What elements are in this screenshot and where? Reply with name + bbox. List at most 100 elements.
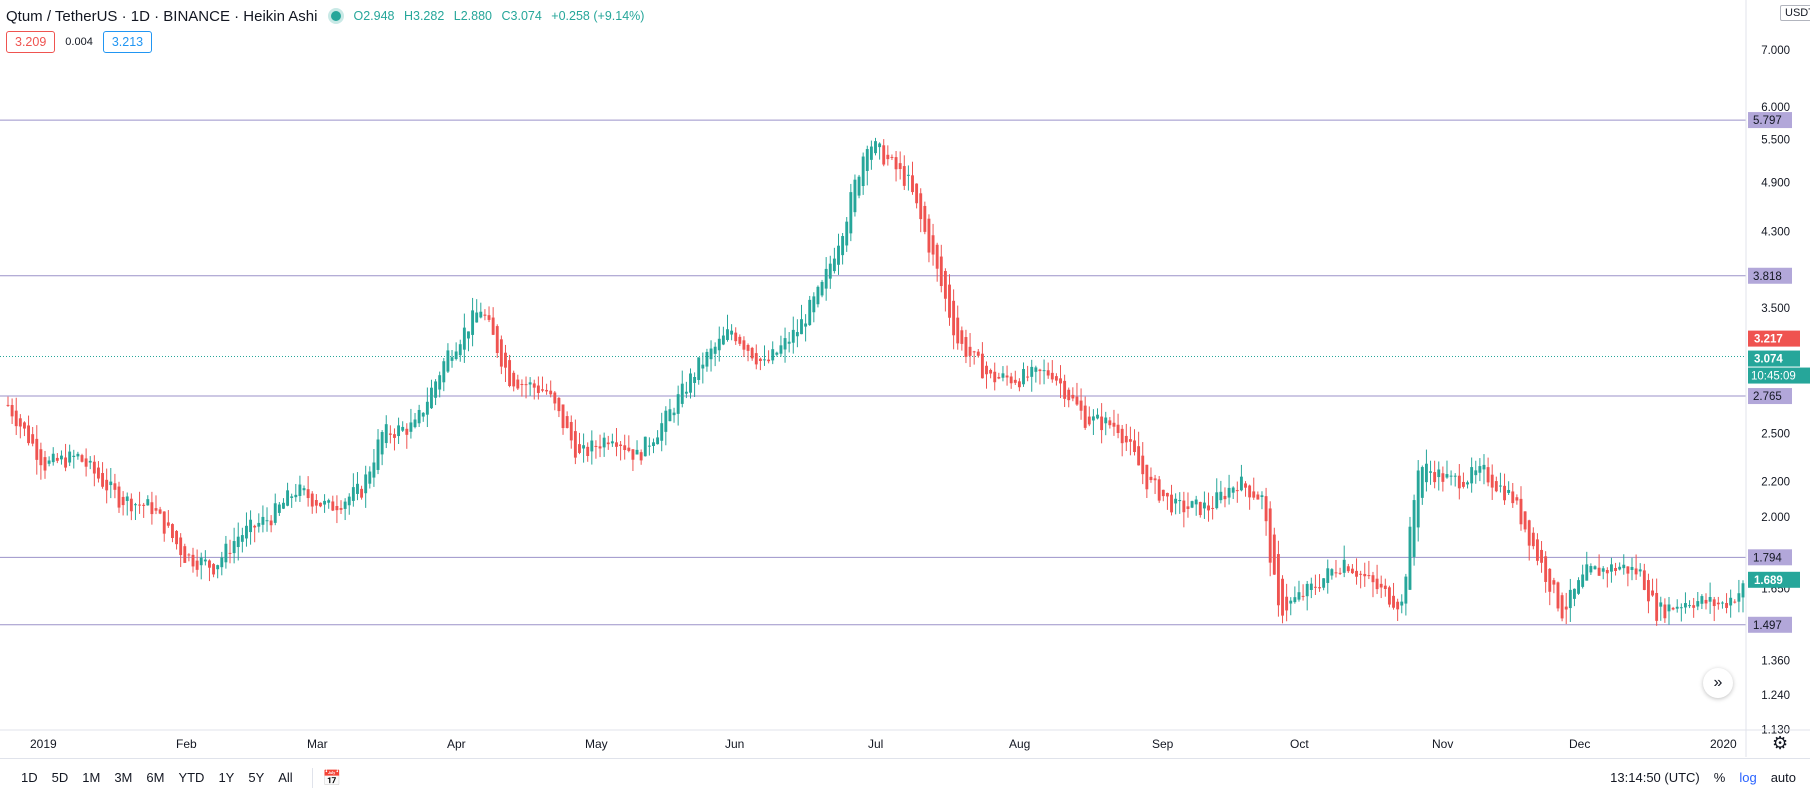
candle-body bbox=[1346, 566, 1350, 572]
candle-body bbox=[660, 423, 664, 441]
candle-body bbox=[849, 192, 853, 234]
range-button-6m[interactable]: 6M bbox=[146, 770, 165, 785]
level-label: 2.765 bbox=[1753, 391, 1782, 403]
candle-body bbox=[245, 525, 248, 539]
candle-body bbox=[380, 432, 384, 455]
candle-body bbox=[1527, 520, 1531, 546]
candle-body bbox=[931, 235, 935, 255]
candle-body bbox=[639, 452, 643, 461]
candle-body bbox=[775, 352, 779, 355]
candle-body bbox=[1355, 570, 1358, 577]
candle-body bbox=[298, 484, 302, 497]
candle-body bbox=[14, 410, 18, 427]
candle-body bbox=[1498, 485, 1502, 487]
x-tick-label: Feb bbox=[176, 737, 197, 751]
range-button-all[interactable]: All bbox=[278, 770, 293, 785]
range-button-5d[interactable]: 5D bbox=[51, 770, 69, 785]
candle-body bbox=[512, 372, 516, 387]
go-to-date-calendar-icon[interactable]: 📅 bbox=[322, 769, 342, 787]
y-tick-label: 6.000 bbox=[1761, 102, 1790, 114]
chart-settings-gear-icon[interactable]: ⚙ bbox=[1772, 733, 1789, 753]
horizontal-levels bbox=[0, 119, 1746, 626]
scroll-to-realtime-button[interactable]: » bbox=[1703, 668, 1733, 698]
range-button-1y[interactable]: 1Y bbox=[218, 770, 235, 785]
range-button-ytd[interactable]: YTD bbox=[178, 770, 205, 785]
candle-body bbox=[586, 446, 590, 456]
candle-body bbox=[553, 392, 557, 404]
range-button-1m[interactable]: 1M bbox=[82, 770, 101, 785]
candle-body bbox=[939, 256, 943, 287]
sell-button[interactable]: 3.209 bbox=[6, 31, 56, 53]
price-label-bg bbox=[1748, 350, 1800, 367]
candle-body bbox=[960, 330, 964, 344]
candle-body bbox=[1461, 481, 1465, 487]
candle-body bbox=[635, 449, 639, 455]
candle-body bbox=[434, 381, 438, 398]
auto-scale-toggle[interactable]: auto bbox=[1770, 770, 1796, 785]
candle-body bbox=[1170, 494, 1173, 513]
log-scale-toggle[interactable]: log bbox=[1739, 770, 1757, 785]
candle-body bbox=[1313, 586, 1317, 588]
candle-body bbox=[319, 502, 322, 507]
candle-body bbox=[195, 560, 199, 570]
y-tick-label: 1.240 bbox=[1761, 690, 1790, 702]
range-button-3m[interactable]: 3M bbox=[114, 770, 133, 785]
candle-body bbox=[191, 554, 195, 567]
candle-body bbox=[323, 500, 327, 505]
level-label: 5.797 bbox=[1753, 115, 1782, 127]
candle-body bbox=[1457, 475, 1461, 489]
candle-body bbox=[1540, 549, 1543, 563]
candle-body bbox=[1207, 505, 1210, 511]
candle-body bbox=[1379, 583, 1383, 588]
candle-body bbox=[351, 487, 355, 501]
candle-body bbox=[680, 383, 684, 404]
candle-body bbox=[1663, 604, 1667, 619]
candle-body bbox=[6, 404, 10, 406]
currency-label[interactable]: USDT bbox=[1780, 5, 1810, 21]
candle-body bbox=[199, 557, 203, 566]
candle-body bbox=[1063, 380, 1067, 399]
candle-body bbox=[1420, 467, 1424, 498]
candle-body bbox=[467, 331, 470, 339]
candle-body bbox=[890, 156, 894, 158]
candle-body bbox=[1186, 506, 1190, 509]
buy-button[interactable]: 3.213 bbox=[102, 31, 153, 53]
symbol-title[interactable]: Qtum / TetherUS · 1D · BINANCE · Heikin … bbox=[6, 7, 318, 25]
candle-body bbox=[709, 348, 713, 360]
candle-body bbox=[1503, 485, 1506, 501]
range-button-5y[interactable]: 5Y bbox=[248, 770, 265, 785]
candle-body bbox=[175, 530, 179, 545]
candle-body bbox=[820, 281, 824, 296]
candle-body bbox=[1083, 405, 1087, 428]
candle-body bbox=[421, 412, 425, 417]
candle-body bbox=[405, 428, 409, 435]
candle-body bbox=[1050, 372, 1054, 380]
candle-body bbox=[88, 460, 92, 463]
candle-body bbox=[1729, 597, 1733, 606]
candle-body bbox=[853, 179, 857, 213]
candle-body bbox=[1708, 597, 1712, 602]
low-value: L2.880 bbox=[453, 9, 493, 23]
candle-body bbox=[1079, 400, 1083, 411]
range-button-1d[interactable]: 1D bbox=[21, 770, 38, 785]
candle-body bbox=[491, 317, 495, 335]
candle-body bbox=[450, 357, 454, 361]
candles bbox=[6, 137, 1745, 626]
candle-body bbox=[1535, 539, 1539, 561]
x-tick-label: Oct bbox=[1290, 737, 1309, 751]
candle-body bbox=[1165, 492, 1169, 497]
candle-body bbox=[499, 339, 503, 367]
candle-body bbox=[1182, 500, 1186, 513]
candle-body bbox=[458, 344, 462, 356]
candle-body bbox=[1276, 554, 1280, 606]
y-tick-label: 4.900 bbox=[1761, 178, 1790, 190]
candle-body bbox=[943, 270, 947, 299]
utc-clock[interactable]: 13:14:50 (UTC) bbox=[1610, 770, 1700, 785]
percent-scale-toggle[interactable]: % bbox=[1713, 770, 1726, 785]
level-label: 1.794 bbox=[1753, 552, 1782, 564]
candle-body bbox=[1387, 587, 1391, 605]
y-tick-label: 1.130 bbox=[1761, 725, 1790, 737]
candle-body bbox=[1416, 470, 1420, 528]
y-tick-label: 2.500 bbox=[1761, 429, 1790, 441]
